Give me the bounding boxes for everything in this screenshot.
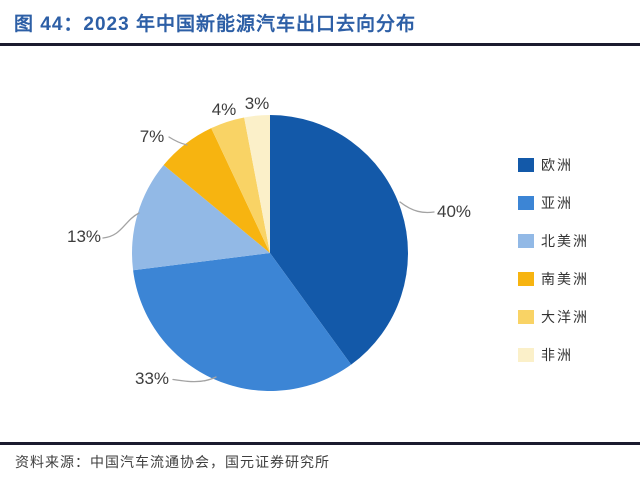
slice-label-europe-pct: 40% [437,202,471,221]
legend-item-oceania: 大洋洲 [518,309,589,326]
legend-swatch-north-america [518,233,534,248]
divider-bottom [0,442,640,445]
legend-item-africa: 非洲 [518,347,589,364]
slice-label-south-america-pct: 7% [140,127,165,146]
figure-title: 图 44：2023 年中国新能源汽车出口去向分布 [14,14,416,35]
leader-line-europe [399,201,435,214]
legend-swatch-oceania [518,309,534,324]
legend-item-asia: 亚洲 [518,195,589,212]
leader-line-asia [172,376,217,383]
legend: 欧洲 亚洲 北美洲 南美洲 大洋洲 非洲 [518,157,589,385]
legend-item-europe: 欧洲 [518,157,589,174]
legend-swatch-europe [518,157,534,172]
pie-slice-5 [244,115,270,253]
legend-label-africa: 非洲 [541,348,573,364]
pie-slice-3 [163,128,270,253]
slice-label-oceania-pct: 4% [212,100,237,119]
pie-chart-svg: 40% 33% 13% 7% 4% 3% [67,94,471,391]
legend-label-south-america: 南美洲 [541,272,589,288]
slice-label-africa-pct: 3% [245,94,270,113]
pie-slice-0 [270,115,408,365]
legend-label-north-america: 北美洲 [541,234,589,250]
legend-label-oceania: 大洋洲 [541,310,589,326]
legend-label-europe: 欧洲 [541,158,573,174]
legend-item-north-america: 北美洲 [518,233,589,250]
legend-swatch-south-america [518,271,534,286]
pie-slices [132,115,408,391]
leader-line-south-america [168,136,188,146]
slice-label-asia-pct: 33% [135,369,169,388]
pie-slice-1 [133,253,352,391]
source-note: 资料来源：中国汽车流通协会，国元证券研究所 [15,456,330,471]
pie-slice-4 [211,117,270,253]
legend-item-south-america: 南美洲 [518,271,589,288]
legend-label-asia: 亚洲 [541,196,573,212]
divider-top [0,43,640,46]
legend-swatch-asia [518,195,534,210]
pie-slice-2 [132,165,270,271]
slice-label-north-america-pct: 13% [67,227,101,246]
legend-swatch-africa [518,347,534,362]
leader-line-north-america [102,212,140,239]
